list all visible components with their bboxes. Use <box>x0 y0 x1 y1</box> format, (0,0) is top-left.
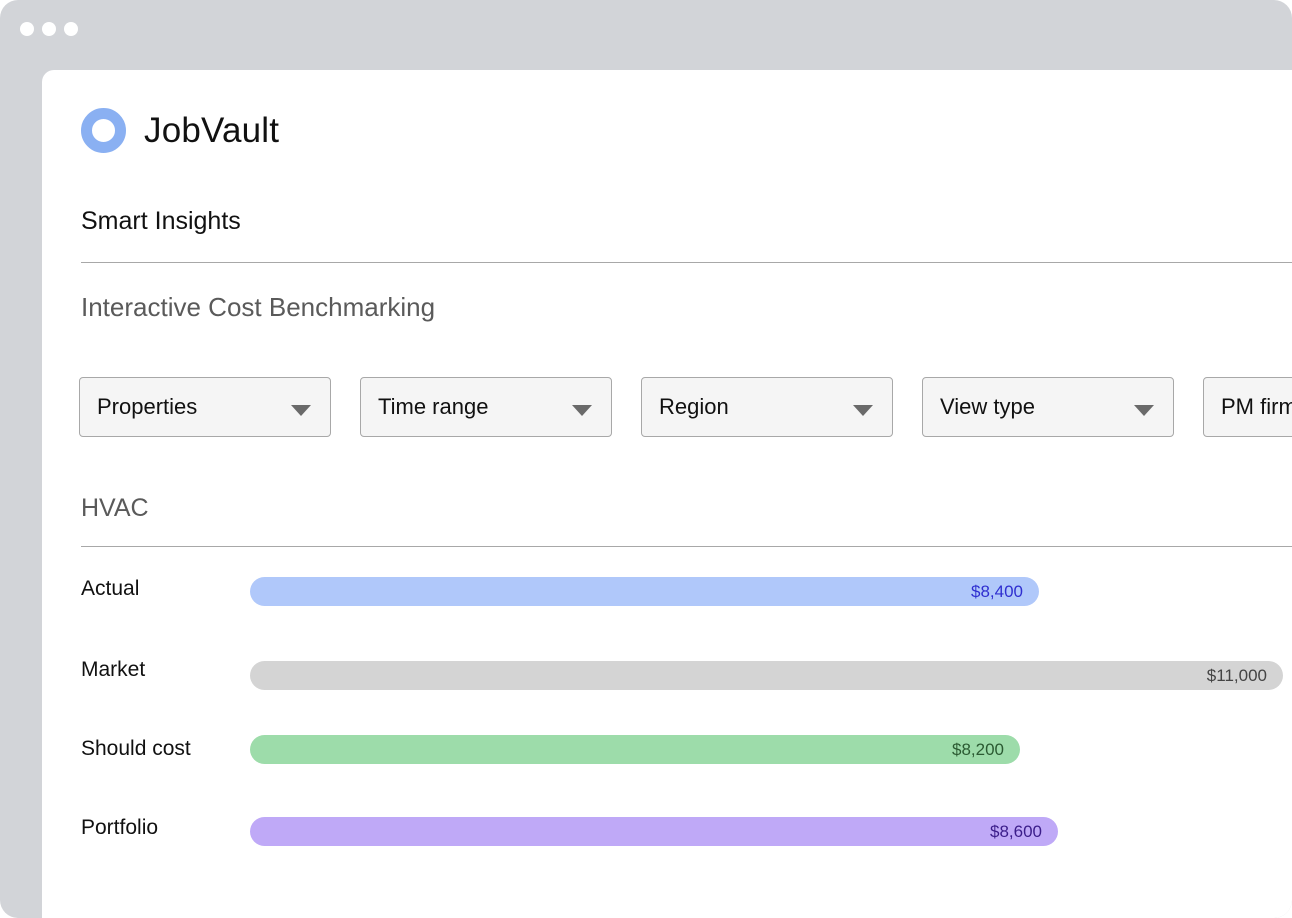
page-subtitle: Interactive Cost Benchmarking <box>81 292 436 322</box>
ring-logo-icon <box>81 108 126 153</box>
divider <box>81 546 1292 547</box>
view-type-dropdown[interactable]: View type <box>922 377 1174 437</box>
bar-label-actual: Actual <box>81 577 140 600</box>
bar-should-cost: $8,200 <box>250 735 1020 764</box>
bar-portfolio: $8,600 <box>250 817 1058 846</box>
bar-label-market: Market <box>81 658 146 681</box>
bar-label-portfolio: Portfolio <box>81 816 159 839</box>
time-range-dropdown[interactable]: Time range <box>360 377 612 437</box>
caret-down-icon <box>853 405 873 416</box>
filter-label: PM firm <box>1221 394 1292 419</box>
chart-title: HVAC <box>81 494 149 522</box>
bar-label-should-cost: Should cost <box>81 737 191 760</box>
caret-down-icon <box>572 405 592 416</box>
bar-actual: $8,400 <box>250 577 1039 606</box>
window-dot-close[interactable] <box>20 22 34 36</box>
filter-label: Properties <box>97 394 198 419</box>
caret-down-icon <box>1134 405 1154 416</box>
divider <box>81 262 1292 263</box>
bar-value-should-cost: $8,200 <box>952 739 1004 759</box>
window-dot-maximize[interactable] <box>64 22 78 36</box>
filter-label: Time range <box>378 394 489 419</box>
brand: JobVault <box>81 108 279 153</box>
window-dot-minimize[interactable] <box>42 22 56 36</box>
bar-value-market: $11,000 <box>1206 665 1267 685</box>
region-dropdown[interactable]: Region <box>641 377 893 437</box>
brand-name: JobVault <box>144 110 280 150</box>
section-title: Smart Insights <box>81 207 241 235</box>
window-controls <box>20 22 78 36</box>
filter-label: Region <box>659 394 729 419</box>
bar-value-portfolio: $8,600 <box>990 821 1042 841</box>
bar-market: $11,000 <box>250 661 1283 690</box>
properties-dropdown[interactable]: Properties <box>79 377 331 437</box>
bar-value-actual: $8,400 <box>971 581 1023 601</box>
main-panel: JobVault Smart Insights Interactive Cost… <box>42 70 1292 918</box>
pm-firm-dropdown[interactable]: PM firm <box>1203 377 1292 437</box>
caret-down-icon <box>291 405 311 416</box>
filter-label: View type <box>940 394 1035 419</box>
